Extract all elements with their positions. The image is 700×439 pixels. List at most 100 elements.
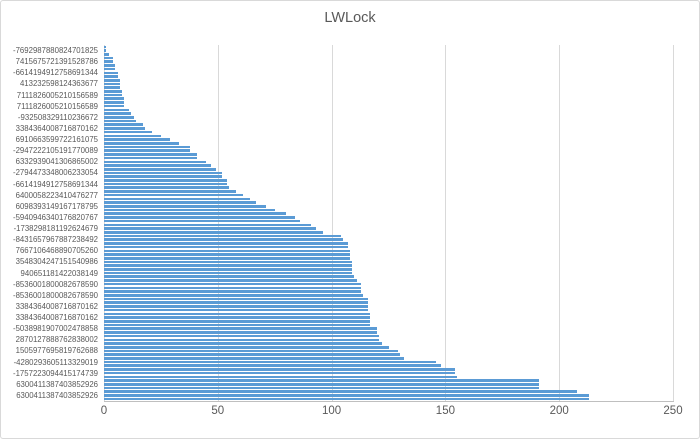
bar[interactable] — [104, 75, 118, 78]
bar[interactable] — [104, 256, 350, 260]
bar[interactable] — [104, 64, 116, 67]
bar[interactable] — [104, 383, 539, 386]
bar[interactable] — [104, 167, 216, 171]
bar[interactable] — [104, 368, 455, 371]
bar[interactable] — [104, 282, 362, 286]
bar[interactable] — [104, 175, 223, 178]
bar[interactable] — [104, 316, 371, 319]
bar[interactable] — [104, 323, 371, 327]
bar[interactable] — [104, 386, 539, 390]
bar[interactable] — [104, 182, 227, 186]
bar[interactable] — [104, 275, 355, 279]
bar[interactable] — [104, 319, 371, 323]
bar[interactable] — [104, 67, 116, 71]
bar[interactable] — [104, 112, 132, 115]
y-axis-label: -1757223094415174739 — [13, 368, 98, 378]
bar[interactable] — [104, 149, 191, 152]
bar[interactable] — [104, 305, 369, 308]
bar[interactable] — [104, 138, 170, 141]
bar[interactable] — [104, 145, 191, 149]
bar[interactable] — [104, 116, 134, 119]
bar[interactable] — [104, 60, 114, 63]
bar[interactable] — [104, 193, 243, 197]
bar[interactable] — [104, 338, 380, 342]
bar[interactable] — [104, 371, 455, 375]
bar[interactable] — [104, 260, 353, 264]
bar[interactable] — [104, 52, 109, 56]
bar[interactable] — [104, 242, 348, 245]
bar[interactable] — [104, 390, 578, 394]
bar[interactable] — [104, 186, 230, 190]
bar[interactable] — [104, 171, 223, 175]
bar[interactable] — [104, 286, 362, 290]
bar[interactable] — [104, 290, 362, 293]
bar[interactable] — [104, 127, 145, 130]
bar[interactable] — [104, 297, 369, 301]
bar[interactable] — [104, 164, 211, 167]
bar[interactable] — [104, 201, 257, 204]
bar[interactable] — [104, 223, 312, 227]
bar[interactable] — [104, 123, 143, 126]
bar[interactable] — [104, 179, 227, 182]
bar[interactable] — [104, 364, 441, 368]
bar[interactable] — [104, 264, 353, 267]
bar[interactable] — [104, 375, 457, 379]
bar[interactable] — [104, 234, 341, 238]
bar[interactable] — [104, 141, 180, 145]
bar[interactable] — [104, 327, 378, 330]
bar[interactable] — [104, 342, 382, 345]
bar[interactable] — [104, 216, 296, 219]
bar[interactable] — [104, 153, 198, 156]
bar[interactable] — [104, 205, 266, 208]
bar[interactable] — [104, 345, 389, 349]
x-axis-tick-label: 0 — [100, 405, 108, 417]
bar[interactable] — [104, 227, 316, 230]
bar[interactable] — [104, 130, 152, 134]
bar[interactable] — [104, 45, 107, 49]
bar[interactable] — [104, 97, 125, 101]
bar[interactable] — [104, 160, 207, 164]
bar[interactable] — [104, 90, 123, 93]
bar[interactable] — [104, 349, 398, 353]
bar[interactable] — [104, 134, 161, 138]
bar[interactable] — [104, 78, 120, 82]
bar[interactable] — [104, 93, 123, 97]
bar[interactable] — [104, 253, 350, 256]
bar[interactable] — [104, 104, 125, 108]
bar[interactable] — [104, 219, 300, 223]
bar[interactable] — [104, 357, 405, 360]
bar[interactable] — [104, 238, 343, 241]
bar[interactable] — [104, 268, 353, 271]
bar[interactable] — [104, 294, 364, 297]
bar[interactable] — [104, 71, 118, 75]
bar[interactable] — [104, 197, 250, 201]
bar[interactable] — [104, 249, 350, 253]
bar[interactable] — [104, 334, 380, 338]
bar[interactable] — [104, 301, 369, 305]
bar[interactable] — [104, 119, 136, 123]
bar[interactable] — [104, 353, 400, 356]
bar[interactable] — [104, 212, 287, 216]
bar[interactable] — [104, 49, 107, 52]
bar[interactable] — [104, 230, 323, 234]
bar[interactable] — [104, 308, 369, 312]
bar[interactable] — [104, 379, 539, 382]
bar[interactable] — [104, 312, 371, 316]
bar[interactable] — [104, 271, 353, 275]
bar[interactable] — [104, 397, 589, 401]
bar[interactable] — [104, 360, 437, 364]
bar[interactable] — [104, 82, 120, 86]
bar[interactable] — [104, 279, 357, 282]
bar[interactable] — [104, 245, 348, 249]
bar[interactable] — [104, 331, 378, 334]
bar[interactable] — [104, 56, 114, 60]
bar[interactable] — [104, 156, 198, 160]
bar[interactable] — [104, 394, 589, 397]
gridline — [445, 45, 447, 401]
bar[interactable] — [104, 108, 130, 112]
bar[interactable] — [104, 208, 275, 212]
bar[interactable] — [104, 101, 125, 104]
bar[interactable] — [104, 86, 120, 89]
bar[interactable] — [104, 190, 236, 193]
